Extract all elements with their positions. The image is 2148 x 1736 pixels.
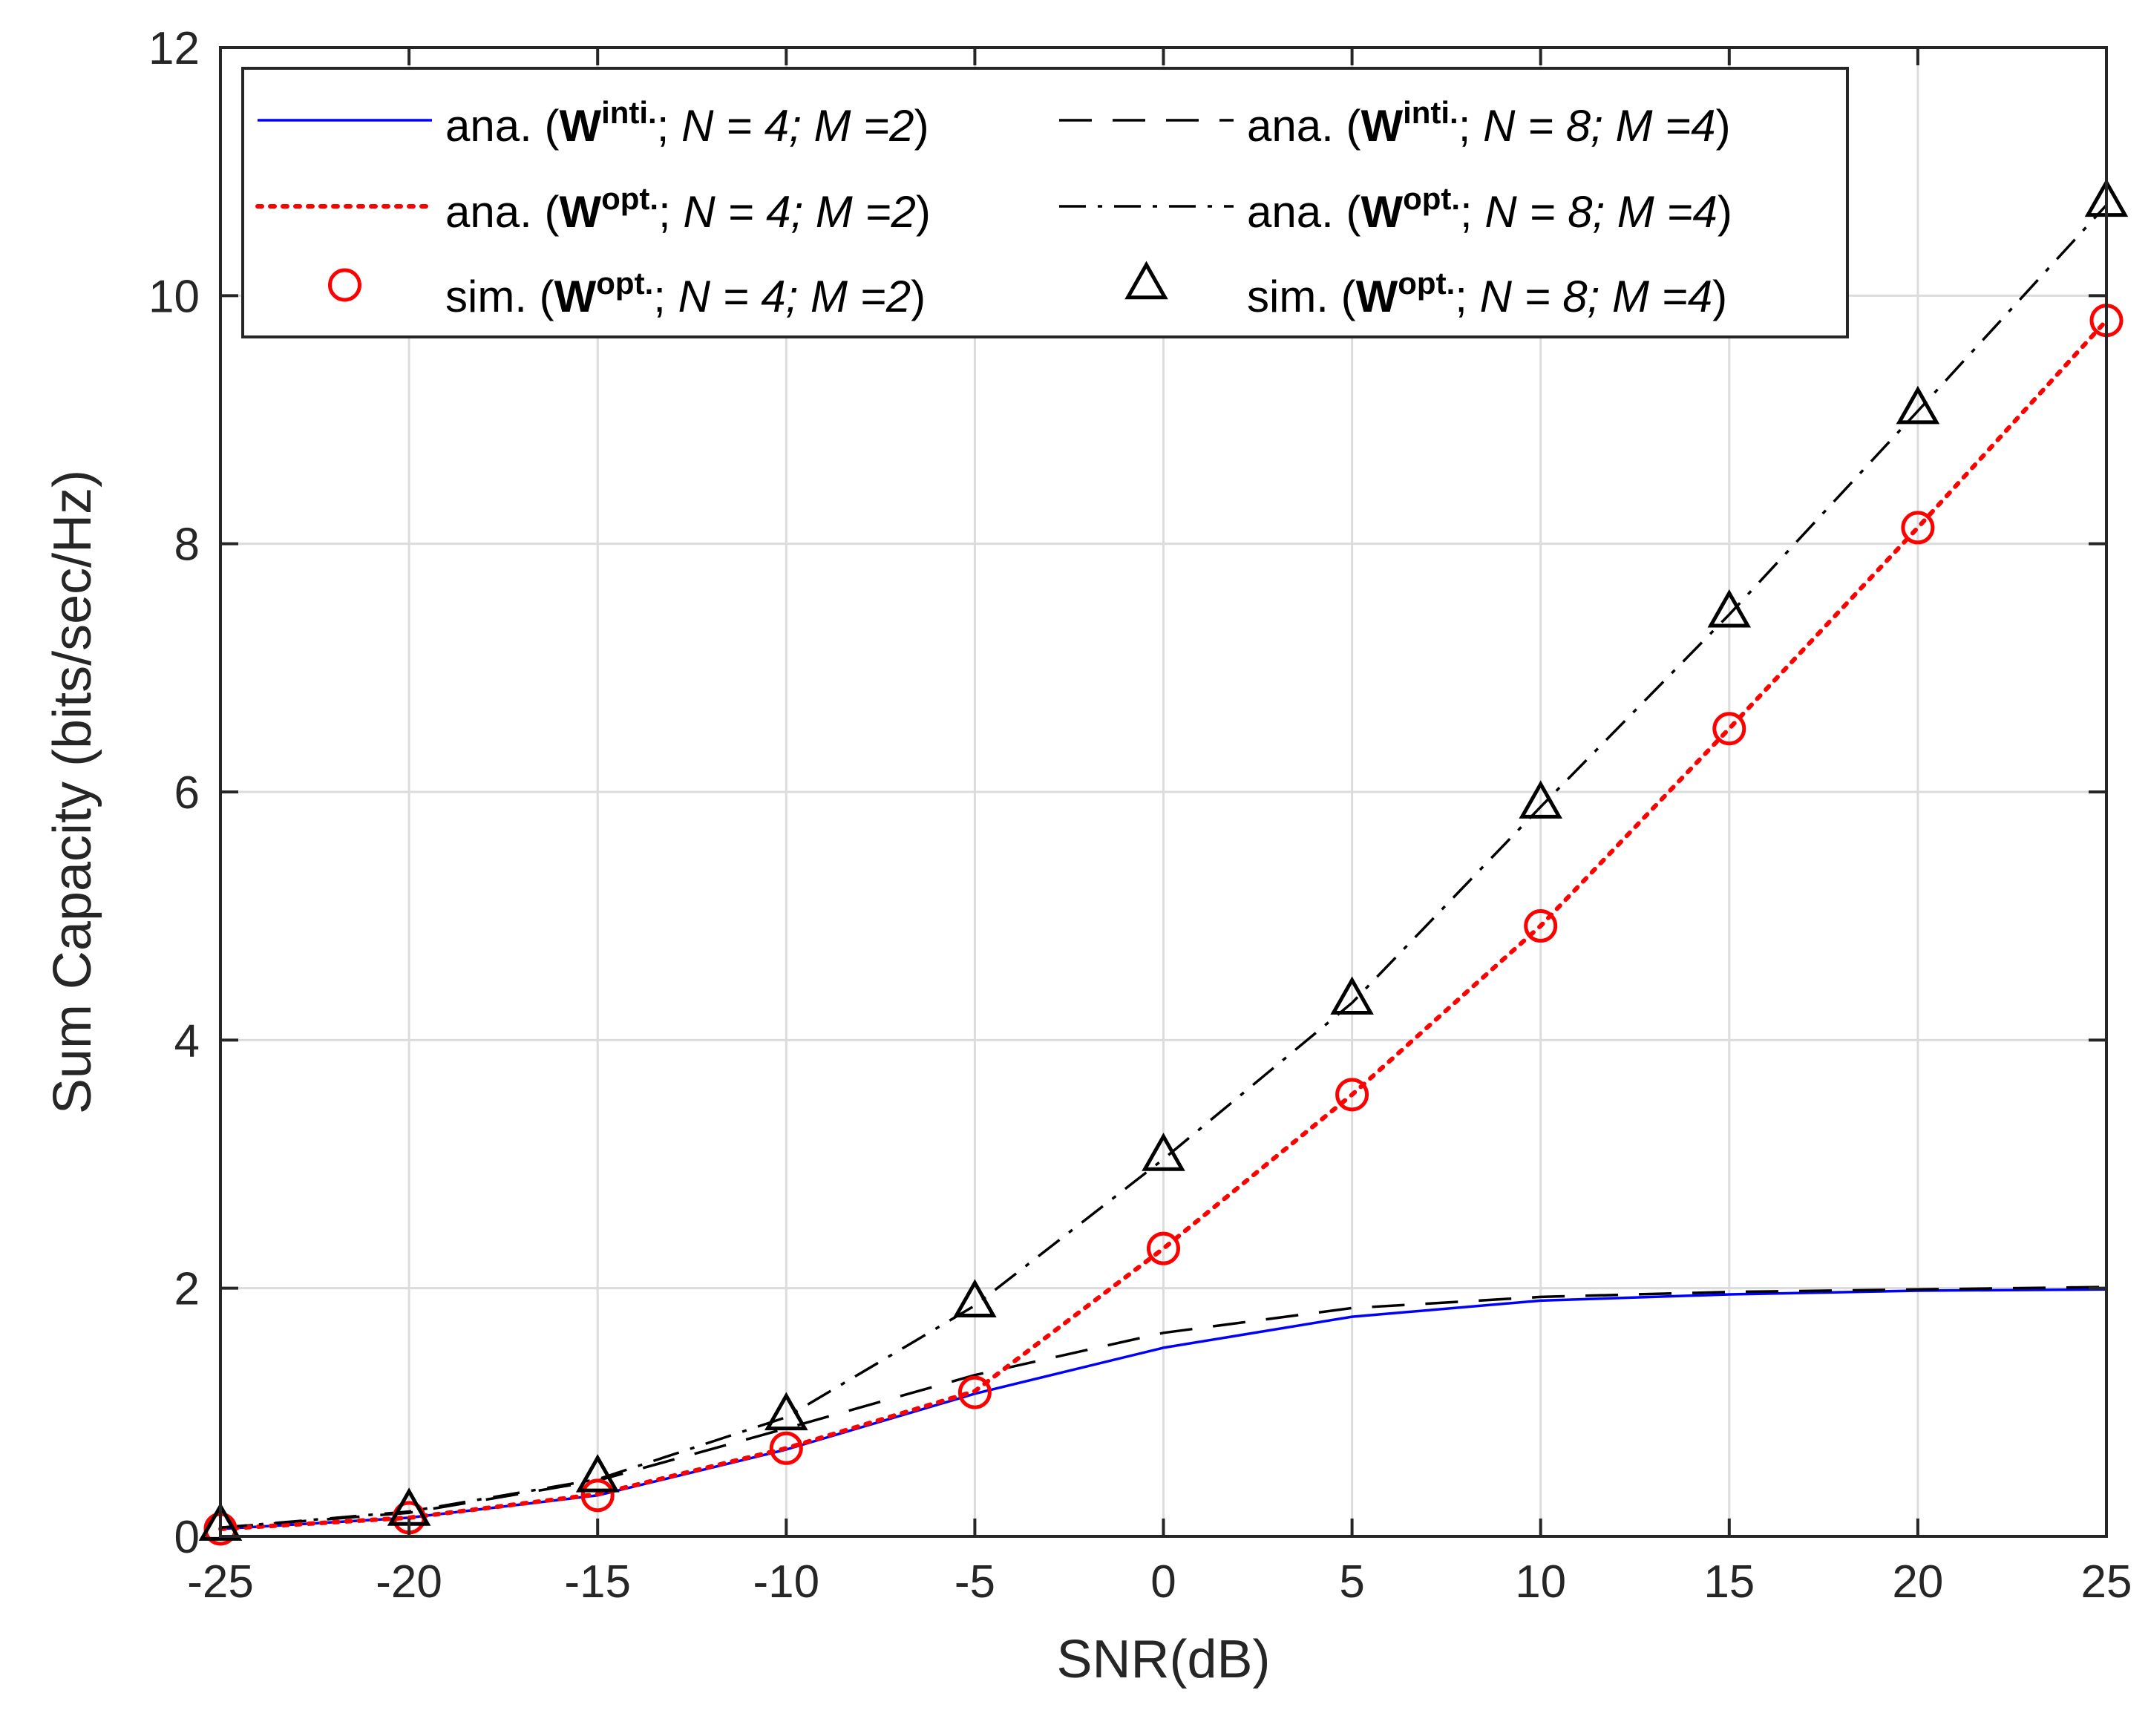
legend-mat-ana-winit-n4: W — [559, 101, 601, 151]
legend-suffix-ana-winit-n8: ) — [1716, 101, 1731, 151]
marker-sim-wopt-n8-2 — [575, 1454, 620, 1493]
legend-sep-ana-winit-n8: ; — [1458, 101, 1483, 151]
x-tick-labels: -25 -20 -15 -10 -5 0 5 10 15 20 25 — [187, 1556, 2132, 1608]
legend-label-ana-winit-n4: ana. (Winti.; N = 4; M =2) — [445, 95, 929, 151]
legend-label-ana-wopt-n4: ana. (Wopt.; N = 4; M =2) — [445, 181, 931, 237]
y-axis-title: Sum Capacity (bits/sec/Hz) — [43, 470, 102, 1114]
x-tick-label-2: -15 — [564, 1556, 631, 1608]
legend-params-sim-wopt-n4: N = 4; M =2 — [678, 272, 911, 321]
legend-params-ana-wopt-n8: N = 8; M =4 — [1484, 187, 1717, 237]
legend-item-ana-wopt-n8: ana. (Wopt.; N = 8; M =4) — [1059, 181, 1732, 237]
legend-suffix-sim-wopt-n8: ) — [1712, 272, 1727, 321]
legend-box — [241, 67, 1849, 338]
x-tick-label-4: -5 — [955, 1556, 995, 1608]
series-line-ana-wopt-n8 — [220, 204, 2108, 1530]
legend-swatch-sim-wopt-n4 — [328, 268, 361, 302]
legend-sup-ana-wopt-n8: opt. — [1403, 181, 1460, 216]
y-tick-label-4: 8 — [174, 520, 200, 571]
x-tick-label-10: 25 — [2081, 1556, 2132, 1608]
legend-suffix-sim-wopt-n4: ) — [911, 272, 926, 321]
x-tick-label-6: 5 — [1339, 1556, 1364, 1608]
legend-params-ana-winit-n8: N = 8; M =4 — [1483, 101, 1715, 151]
x-tick-label-3: -10 — [753, 1556, 819, 1608]
legend-prefix-ana-winit-n4: ana. ( — [445, 101, 559, 151]
marker-sim-wopt-n4-4 — [957, 1375, 992, 1409]
x-tick-label-8: 15 — [1703, 1556, 1755, 1608]
legend-label-ana-wopt-n8: ana. (Wopt.; N = 8; M =4) — [1247, 181, 1732, 237]
series-line-ana-winit-n8 — [220, 1285, 2107, 1530]
marker-sim-wopt-n8-5 — [1142, 1133, 1185, 1171]
x-tick-label-7: 10 — [1515, 1556, 1566, 1608]
legend-prefix-sim-wopt-n4: sim. ( — [445, 272, 554, 321]
marker-sim-wopt-n8-4 — [953, 1279, 997, 1317]
legend-sup-ana-winit-n4: inti. — [601, 95, 657, 130]
legend-params-ana-winit-n4: N = 4; M =2 — [681, 101, 914, 151]
legend-label-sim-wopt-n8: sim. (Wopt.; N = 8; M =4) — [1247, 266, 1727, 321]
legend-suffix-ana-wopt-n4: ) — [916, 187, 931, 237]
legend-swatch-sim-wopt-n8 — [1124, 261, 1168, 300]
legend-sep-sim-wopt-n8: ; — [1455, 272, 1479, 321]
x-tick-label-9: 20 — [1892, 1556, 1943, 1608]
legend-item-sim-wopt-n8: sim. (Wopt.; N = 8; M =4) — [1124, 261, 1727, 321]
y-tick-label-0: 0 — [174, 1512, 200, 1563]
marker-sim-wopt-n8-6 — [1330, 976, 1374, 1015]
x-tick-label-0: -25 — [187, 1556, 254, 1608]
legend-label-ana-winit-n8: ana. (Winti.; N = 8; M =4) — [1247, 95, 1731, 151]
y-tick-label-1: 2 — [174, 1264, 200, 1315]
legend-mat-sim-wopt-n4: W — [554, 272, 597, 321]
marker-sim-wopt-n8-7 — [1519, 780, 1562, 819]
legend-sep-ana-wopt-n4: ; — [658, 187, 683, 237]
marker-sim-wopt-n4-2 — [580, 1478, 615, 1513]
legend-item-ana-winit-n8: ana. (Winti.; N = 8; M =4) — [1059, 95, 1731, 151]
legend-prefix-ana-winit-n8: ana. ( — [1247, 101, 1360, 151]
legend-mat-ana-wopt-n4: W — [559, 187, 601, 237]
legend-sep-ana-wopt-n8: ; — [1460, 187, 1484, 237]
series-lines — [218, 204, 2109, 1531]
legend-params-sim-wopt-n8: N = 8; M =4 — [1480, 272, 1712, 321]
y-tick-label-2: 4 — [174, 1015, 200, 1067]
legend-sep-ana-winit-n4: ; — [657, 101, 681, 151]
legend-sep-sim-wopt-n4: ; — [653, 272, 678, 321]
marker-sim-wopt-n4-9 — [1901, 511, 1935, 545]
marker-sim-wopt-n8-3 — [764, 1392, 808, 1431]
marker-sim-wopt-n4-3 — [769, 1431, 803, 1465]
y-tick-label-3: 6 — [174, 767, 200, 819]
x-tick-label-1: -20 — [376, 1556, 442, 1608]
legend-label-sim-wopt-n4: sim. (Wopt.; N = 4; M =2) — [445, 266, 926, 321]
legend-prefix-ana-wopt-n8: ana. ( — [1247, 187, 1360, 237]
legend-item-ana-wopt-n4: ana. (Wopt.; N = 4; M =2) — [255, 181, 931, 237]
legend-prefix-ana-wopt-n4: ana. ( — [445, 187, 559, 237]
y-tick-label-6: 12 — [148, 23, 200, 74]
legend-params-ana-wopt-n4: N = 4; M =2 — [683, 187, 915, 237]
legend-sup-ana-wopt-n4: opt. — [601, 181, 658, 216]
marker-sim-wopt-n8-8 — [1707, 589, 1752, 628]
x-tick-label-5: 0 — [1150, 1556, 1176, 1608]
y-tick-labels: 0 2 4 6 8 10 12 — [148, 23, 200, 1563]
legend-sup-sim-wopt-n8: opt. — [1398, 266, 1455, 301]
legend: ana. (Winti.; N = 4; M =2) ana. (Winti.; … — [241, 67, 1849, 338]
legend-prefix-sim-wopt-n8: sim. ( — [1247, 272, 1356, 321]
marker-sim-wopt-n4-8 — [1712, 712, 1746, 746]
marker-sim-wopt-n8-9 — [1896, 385, 1940, 425]
legend-suffix-ana-wopt-n8: ) — [1718, 187, 1732, 237]
legend-item-sim-wopt-n4: sim. (Wopt.; N = 4; M =2) — [328, 266, 926, 321]
marker-sim-wopt-n4-5 — [1147, 1231, 1180, 1265]
x-axis-title: SNR(dB) — [1056, 1630, 1270, 1689]
series-line-ana-wopt-n4 — [218, 318, 2109, 1531]
legend-suffix-ana-winit-n4: ) — [914, 101, 929, 151]
legend-sup-ana-winit-n8: inti. — [1403, 95, 1458, 130]
marker-sim-wopt-n4-7 — [1524, 909, 1558, 943]
legend-sup-sim-wopt-n4: opt. — [596, 266, 653, 301]
legend-item-ana-winit-n4: ana. (Winti.; N = 4; M =2) — [258, 95, 929, 151]
legend-mat-ana-wopt-n8: W — [1360, 187, 1403, 237]
marker-sim-wopt-n4-6 — [1335, 1078, 1369, 1112]
y-tick-label-5: 10 — [148, 271, 200, 322]
legend-mat-sim-wopt-n8: W — [1356, 272, 1398, 321]
legend-mat-ana-winit-n8: W — [1360, 101, 1403, 151]
marker-sim-wopt-n8-0 — [198, 1502, 243, 1541]
axes-frame — [219, 46, 2108, 1538]
